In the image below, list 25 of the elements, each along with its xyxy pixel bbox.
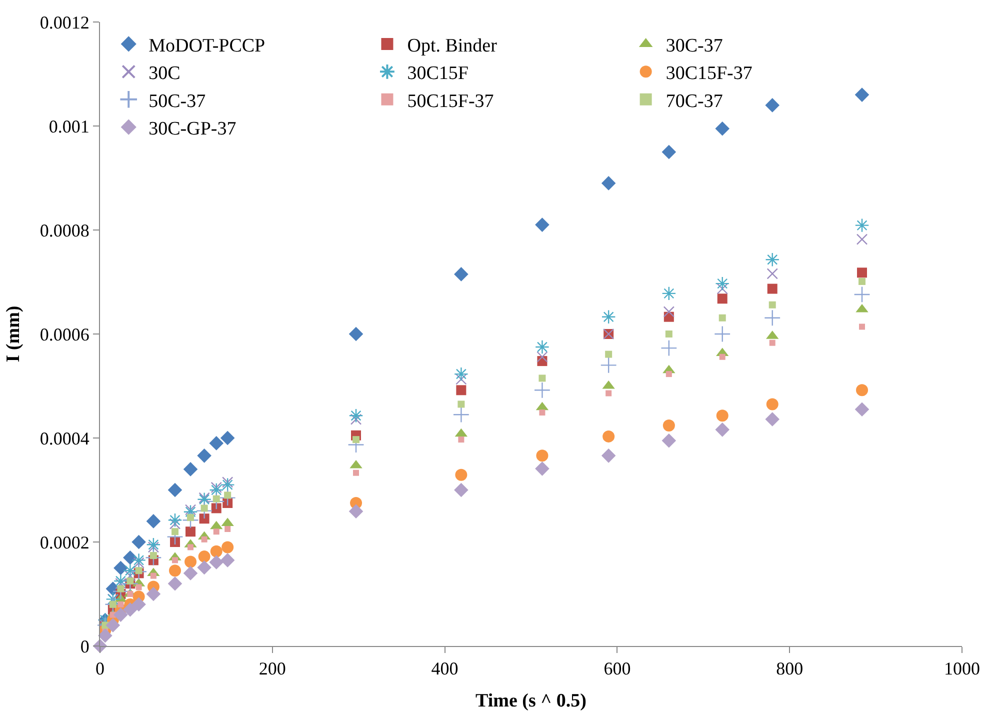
x-tick-label: 600	[604, 658, 631, 679]
x-tick-label: 200	[258, 658, 286, 679]
legend-label: 30C-GP-37	[148, 118, 236, 140]
legend-label: MoDOT-PCCP	[148, 35, 266, 56]
y-tick-label: 0.001	[48, 116, 90, 136]
y-tick-label: 0.0008	[40, 220, 90, 240]
x-axis-title: Time (s ^ 0.5)	[476, 690, 586, 712]
legend-label: 50C-37	[148, 90, 206, 112]
y-axis-title: I (mm)	[2, 306, 24, 362]
x-tick-label: 800	[776, 658, 804, 679]
y-tick-label: 0.0004	[40, 428, 90, 448]
y-tick-label: 0.0002	[40, 532, 90, 552]
y-tick-label: 0.0006	[40, 324, 90, 344]
legend-label: 30C15F-37	[666, 63, 752, 84]
x-tick-label: 400	[431, 658, 458, 679]
legend-label: 50C15F-37	[407, 90, 494, 112]
legend-label: 30C	[148, 63, 180, 84]
legend-label: 30C-37	[666, 35, 723, 56]
x-tick-label: 0	[96, 658, 104, 679]
legend-label: 30C15F	[407, 63, 468, 84]
x-tick-label: 1000	[944, 658, 980, 679]
legend-label: Opt. Binder	[407, 35, 498, 56]
y-tick-label: 0.0012	[40, 12, 90, 32]
legend-label: 70C-37	[666, 90, 723, 112]
y-tick-label: 0	[80, 636, 90, 656]
